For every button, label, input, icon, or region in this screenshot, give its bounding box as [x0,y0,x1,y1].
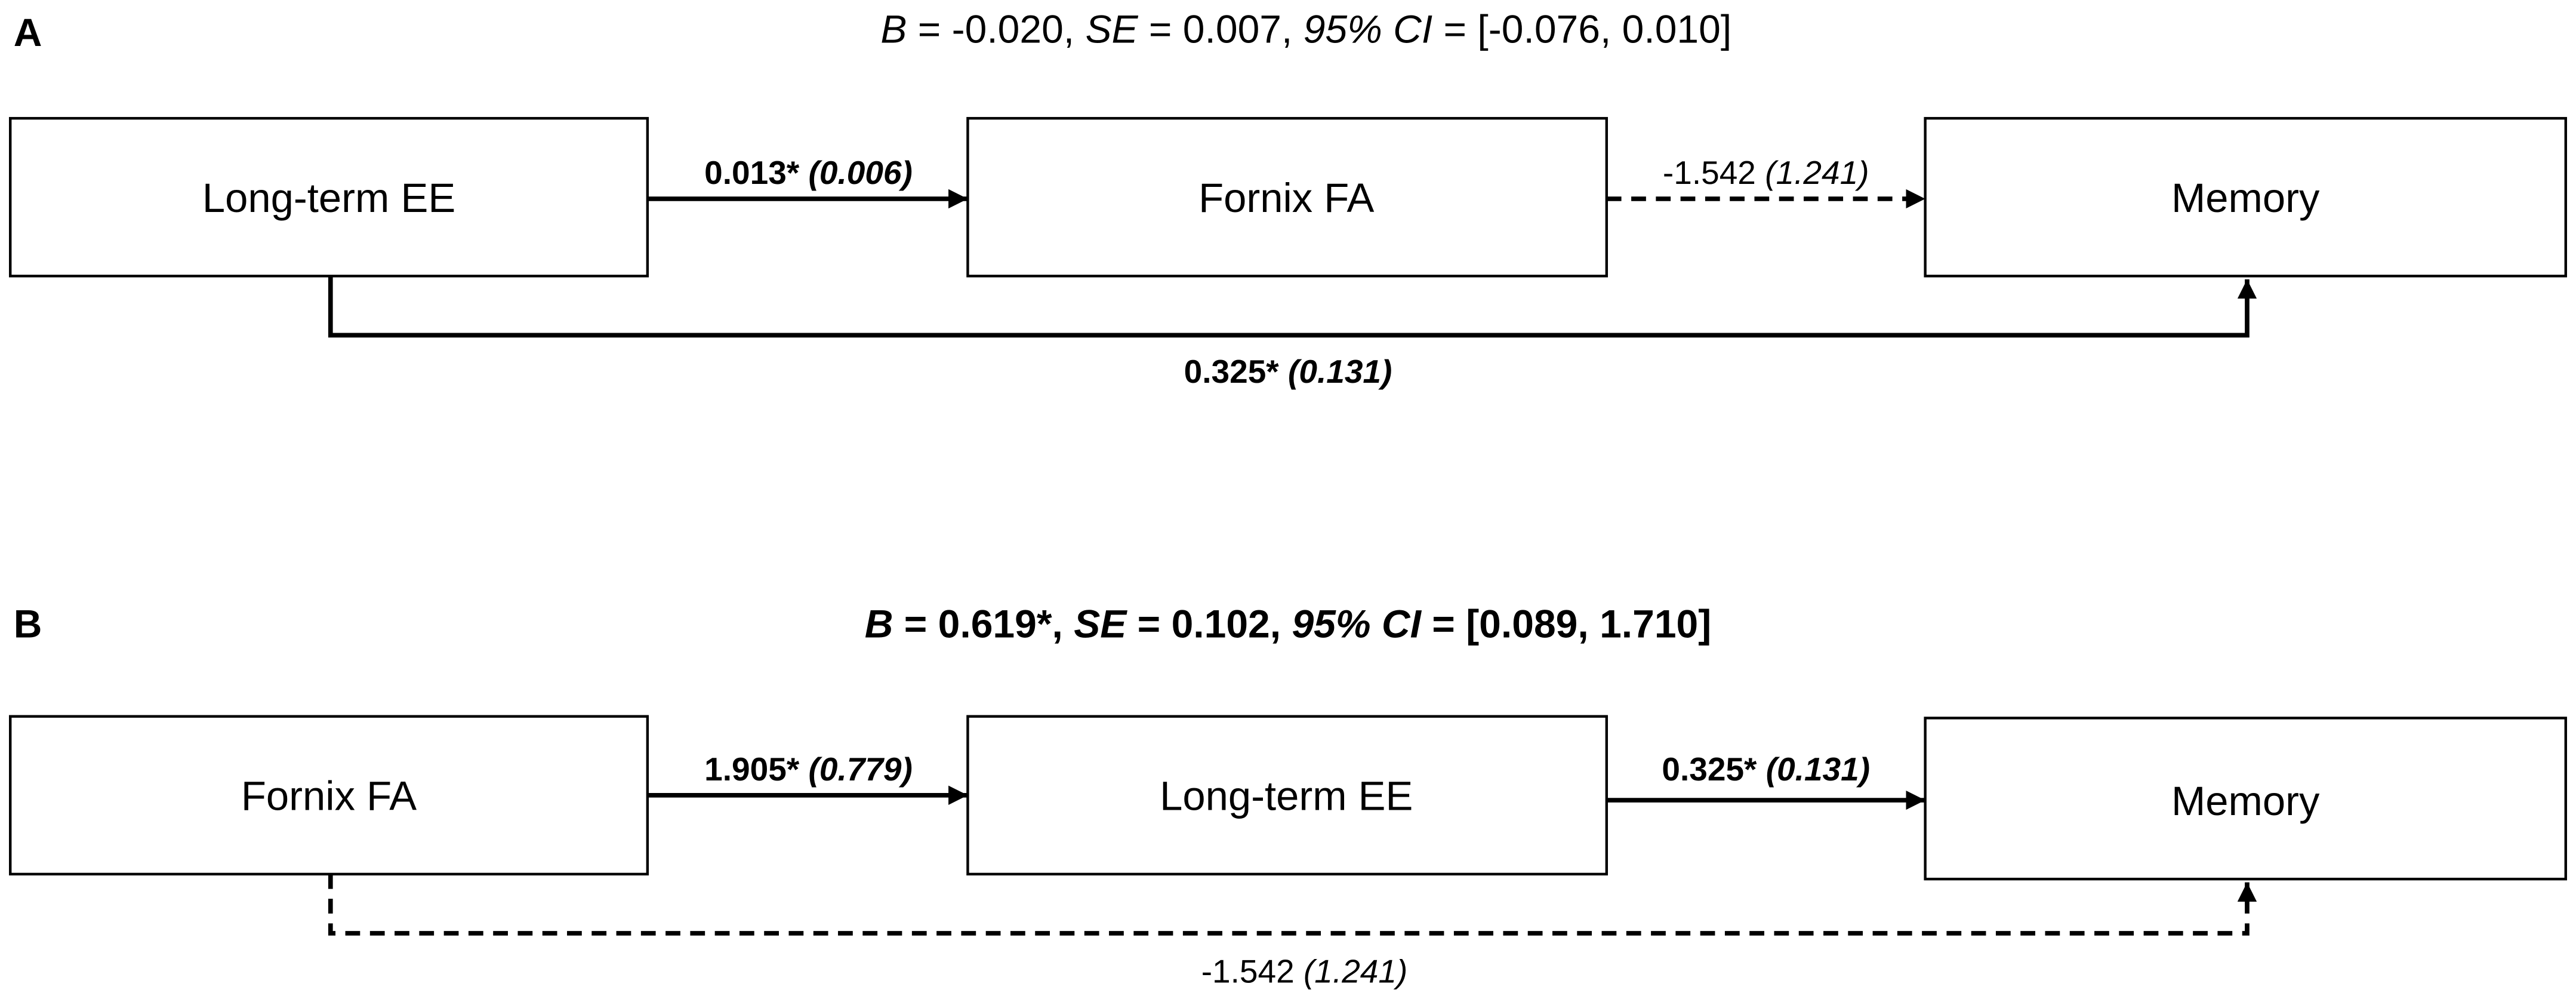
node-box [966,116,1609,278]
panel-b: B B = 0.619*, SE = 0.102, 95% CI = [0.08… [9,602,2567,989]
text-part: (0.779) [809,751,913,788]
text-part: 1.905* [704,751,800,788]
edge-arrow [328,276,2257,338]
node-label: Fornix FA [241,773,417,819]
text-part: (0.006) [809,154,913,191]
text-part: (1.241) [1765,154,1869,191]
text-part: = -0.020, [918,7,1074,51]
node-label: Fornix FA [1198,175,1374,221]
edge-label: 0.325* (0.131) [1184,353,1392,390]
panel-a: A B = -0.020, SE = 0.007, 95% CI = [-0.0… [9,7,2567,390]
panel-header: B = 0.619*, SE = 0.102, 95% CI = [0.089,… [865,602,1712,646]
node-label: Long-term EE [1160,773,1413,819]
text-part: 95% CI [1304,7,1433,51]
edge-arrow [328,874,2257,936]
text-part: -1.542 [1663,154,1756,191]
node-box [1924,116,2567,278]
panel-label: A [14,10,42,54]
text-part: = 0.102, [1138,602,1281,646]
text-part: (0.131) [1288,353,1392,390]
node-label: Long-term EE [202,175,455,221]
text-part: (0.131) [1766,751,1870,788]
text-part: 95% CI [1292,602,1422,646]
edge-label: 1.905* (0.779) [704,751,913,788]
text-part: 0.325* [1184,353,1280,390]
text-part: (1.241) [1304,952,1407,989]
text-part: SE [1085,7,1138,51]
text-part: B [865,602,893,646]
text-part: -1.542 [1201,952,1295,989]
text-part: = 0.007, [1149,7,1292,51]
text-part: 0.013* [704,154,800,191]
panel-label: B [14,602,42,646]
edge-label: 0.325* (0.131) [1662,751,1870,788]
edge-label: 0.013* (0.006) [704,154,913,191]
node-box [9,116,649,278]
text-part: 0.325* [1662,751,1757,788]
text-part: B [880,7,907,51]
text-part: = [0.089, 1.710] [1432,602,1711,646]
node-box [966,715,1609,876]
node-box [1924,717,2567,881]
text-part: = 0.619*, [904,602,1063,646]
edge-label: -1.542 (1.241) [1201,952,1408,989]
node-label: Memory [2171,778,2320,824]
node-label: Memory [2171,175,2320,221]
text-part: = [-0.076, 0.010] [1444,7,1732,51]
text-part: SE [1074,602,1127,646]
edge-label: -1.542 (1.241) [1663,154,1869,191]
panel-header: B = -0.020, SE = 0.007, 95% CI = [-0.076… [880,7,1731,51]
